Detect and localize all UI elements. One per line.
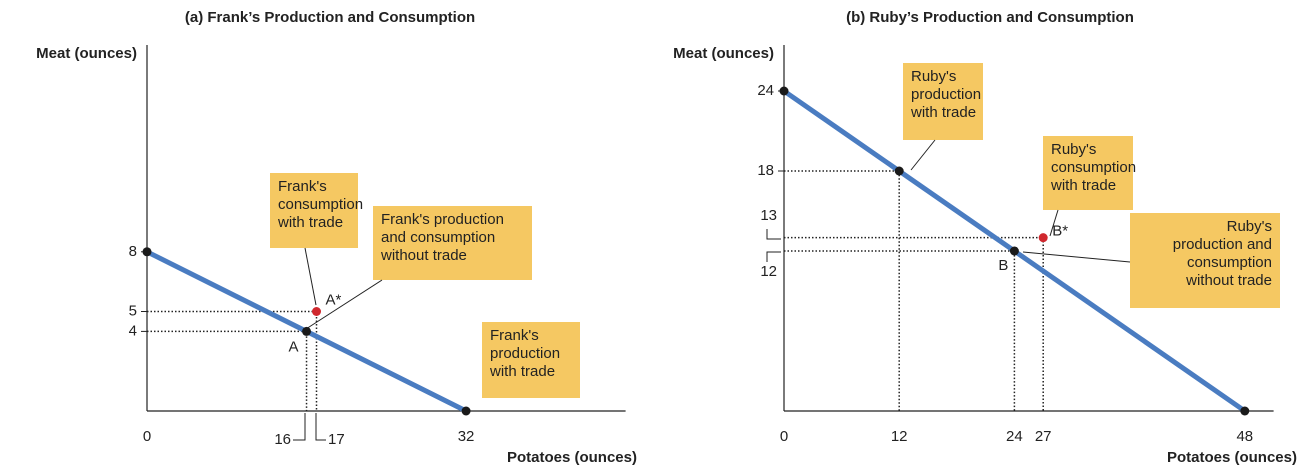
- callout-text: Ruby's: [1227, 218, 1272, 235]
- x-axis-label: Potatoes (ounces): [507, 449, 637, 466]
- callout-text: without trade: [1185, 272, 1272, 289]
- leader-line: [304, 247, 317, 306]
- callout-text: production: [490, 345, 560, 362]
- callout-text: and consumption: [381, 229, 495, 246]
- endpoint-dot: [779, 86, 789, 96]
- y-tick-label: 18: [757, 162, 774, 179]
- callout-text: consumption: [1187, 254, 1272, 271]
- x-tick-label: 27: [1035, 428, 1052, 445]
- point-label: A: [289, 338, 299, 355]
- chart-title: (b) Ruby’s Production and Consumption: [846, 9, 1134, 26]
- callout-box: [903, 63, 983, 140]
- callout-text: consumption: [1051, 159, 1136, 176]
- leader-line: [305, 279, 383, 330]
- guide-line: [784, 250, 1016, 411]
- y-axis-label: Meat (ounces): [36, 45, 137, 62]
- point-dot: [302, 326, 312, 336]
- y-tick-label: 24: [757, 82, 774, 99]
- callout-text: Frank's: [278, 178, 327, 195]
- x-tick-label: 0: [780, 428, 788, 445]
- x-tick-label: 12: [891, 428, 908, 445]
- point-dot: [894, 166, 904, 176]
- tick-bracket: [766, 229, 781, 240]
- callout-text: without trade: [380, 247, 467, 264]
- tick-bracket: [315, 413, 326, 441]
- callout-text: with trade: [910, 104, 976, 121]
- x-tick-label: 16: [274, 431, 291, 448]
- callout-text: with trade: [489, 363, 555, 380]
- y-tick-label: 4: [129, 322, 137, 339]
- y-axis-label: Meat (ounces): [673, 45, 774, 62]
- point-dot: [312, 307, 322, 316]
- leader-line: [1049, 209, 1059, 237]
- x-axis-label: Potatoes (ounces): [1167, 449, 1297, 466]
- y-tick-label: 8: [129, 243, 137, 260]
- x-tick-label: 24: [1006, 428, 1023, 445]
- callout-text: production and: [1173, 236, 1272, 253]
- endpoint-dot: [461, 406, 471, 416]
- callout-box: [482, 322, 580, 398]
- x-tick-label: 48: [1236, 428, 1253, 445]
- callout-text: Ruby's: [911, 68, 956, 85]
- callout-text: consumption: [278, 196, 363, 213]
- callout-text: Ruby's: [1051, 141, 1096, 158]
- point-label: A*: [326, 291, 342, 308]
- callout-text: with trade: [277, 214, 343, 231]
- chart-title: (a) Frank’s Production and Consumption: [185, 9, 475, 26]
- point-label: B: [998, 257, 1008, 274]
- point-label: B*: [1052, 223, 1068, 240]
- callout-box: [1043, 136, 1133, 210]
- point-dot: [1038, 233, 1048, 243]
- endpoint-dot: [142, 247, 152, 257]
- y-tick-label: 12: [760, 263, 777, 280]
- y-tick-label: 13: [760, 207, 777, 224]
- callout-text: Frank's: [490, 327, 539, 344]
- tick-bracket: [293, 413, 306, 441]
- callout-box: [373, 206, 532, 280]
- endpoint-dot: [1240, 406, 1250, 416]
- point-dot: [1009, 246, 1019, 256]
- callout-text: Frank's production: [381, 211, 504, 228]
- callout-text: production: [911, 86, 981, 103]
- guide-line: [784, 170, 900, 411]
- guide-line: [147, 330, 308, 411]
- leader-line: [1022, 251, 1131, 263]
- x-tick-label: 0: [143, 428, 151, 445]
- callout-box: [1130, 213, 1280, 308]
- callout-text: with trade: [1050, 177, 1116, 194]
- leader-line: [910, 139, 936, 171]
- guide-line: [147, 310, 318, 411]
- tick-bracket: [766, 251, 781, 262]
- callout-box: [270, 173, 358, 248]
- y-tick-label: 5: [129, 302, 137, 319]
- x-tick-label: 17: [328, 431, 345, 448]
- x-tick-label: 32: [458, 428, 475, 445]
